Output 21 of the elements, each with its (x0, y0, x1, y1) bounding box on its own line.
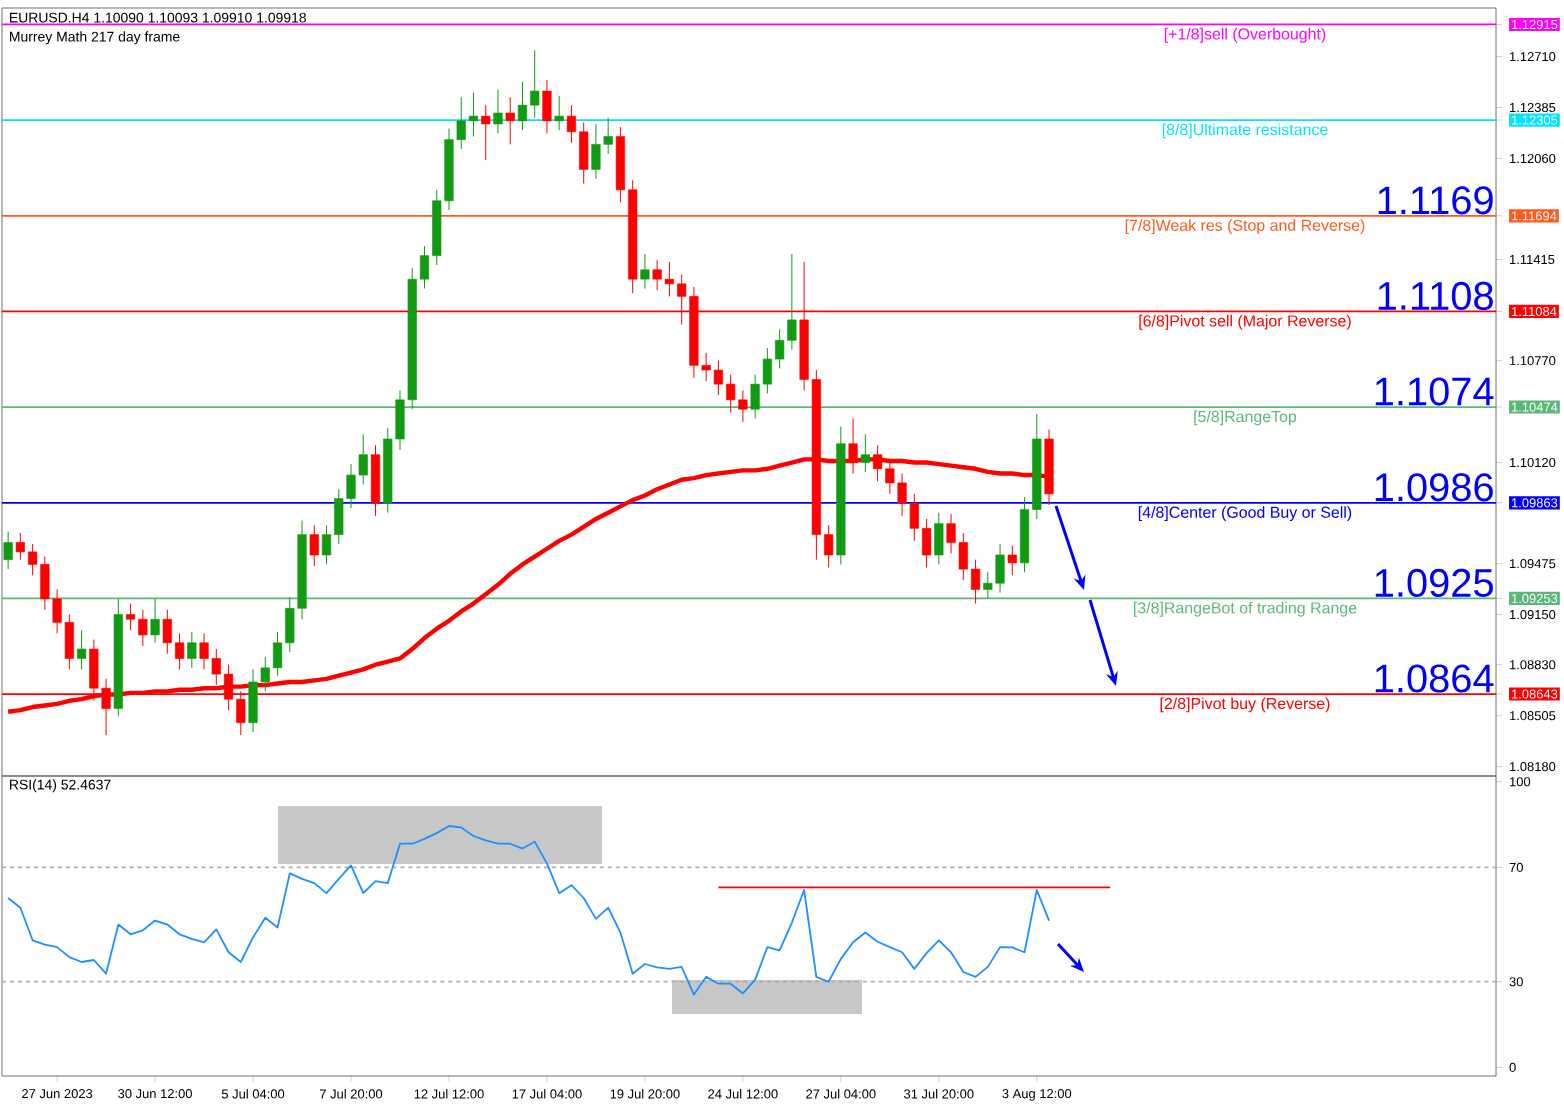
candlestick (309, 524, 319, 567)
line-series (7, 825, 1050, 996)
annotation: 1.1108 (1378, 281, 1493, 311)
annotation: 1.0925 (1375, 568, 1493, 598)
candlestick (3, 530, 13, 570)
candlestick (505, 96, 515, 145)
candlestick (542, 79, 552, 134)
candlestick (1007, 545, 1017, 576)
candlestick (481, 104, 491, 161)
candlestick (150, 598, 160, 644)
candlestick (860, 433, 870, 473)
candlestick (640, 253, 650, 290)
candlestick (934, 512, 944, 565)
candlestick (493, 88, 503, 134)
candlestick (554, 95, 564, 131)
candlestick (77, 629, 87, 670)
annotation: 1.1074 (1375, 377, 1494, 406)
annotation: 1.1169 (1378, 186, 1493, 215)
annotation: 1.0986 (1375, 473, 1493, 502)
candlestick (187, 631, 197, 669)
annotation: 1.0864 (1375, 664, 1494, 693)
